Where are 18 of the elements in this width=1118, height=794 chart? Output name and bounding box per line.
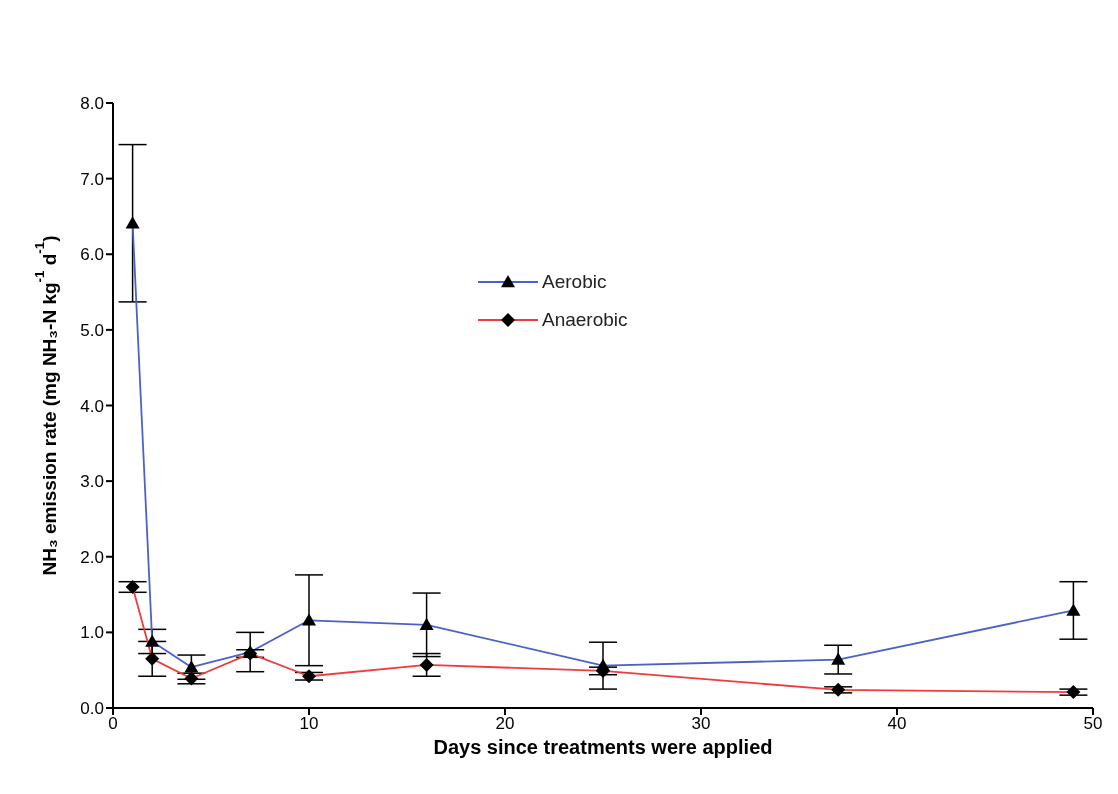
y-tick-label: 0.0: [80, 699, 104, 719]
y-tick-label: 6.0: [80, 245, 104, 265]
legend-label: Anaerobic: [542, 309, 628, 331]
x-tick-label: 0: [108, 714, 118, 734]
legend-label: Aerobic: [542, 271, 607, 293]
x-tick-label: 20: [495, 714, 515, 734]
x-tick-label: 30: [691, 714, 711, 734]
y-tick-label: 3.0: [80, 472, 104, 492]
x-tick-label: 40: [887, 714, 907, 734]
y-tick-label: 5.0: [80, 320, 104, 340]
y-tick-label: 7.0: [80, 169, 104, 189]
y-tick-label: 1.0: [80, 623, 104, 643]
y-tick-label: 2.0: [80, 547, 104, 567]
x-axis-title: Days since treatments were applied: [433, 736, 773, 758]
y-tick-label: 4.0: [80, 396, 104, 416]
x-tick-label: 50: [1083, 714, 1103, 734]
y-tick-label: 8.0: [80, 94, 104, 114]
x-tick-label: 10: [299, 714, 319, 734]
